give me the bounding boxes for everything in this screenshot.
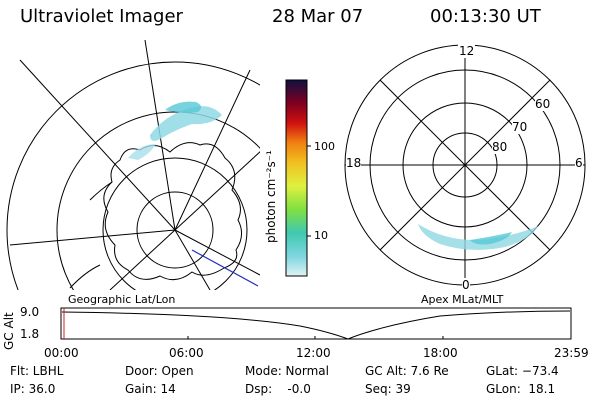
lat-circle [102,157,248,290]
lon-line [174,69,251,231]
mode-info: Mode: Normal [245,364,329,378]
mlt-line [379,79,551,251]
mlt-label-0: 0 [462,278,470,292]
mlt-label-18: 18 [346,156,362,170]
geographic-map [6,40,260,290]
mlt-label-6: 6 [575,156,583,170]
mlat-label-60: 60 [535,97,551,111]
lon-line [19,59,176,231]
gain-info: Gain: 14 [125,382,176,396]
colorbar-tick-10: 10 [314,229,328,242]
aurora-emission [128,101,222,160]
lat-circle [136,191,214,269]
colorbar-tick-100: 100 [314,140,335,153]
altitude-plot-frame [60,307,572,340]
alt-tick-9: 9.0 [20,305,40,319]
mlt-label-12: 12 [458,44,476,58]
observation-date: 28 Mar 07 [272,6,364,27]
glon-info: GLon: 18.1 [486,382,556,396]
time-tick-2359: 23:59 [554,346,589,360]
instrument-title: Ultraviolet Imager [20,6,183,27]
lon-line [109,229,176,290]
lon-line [174,151,260,231]
altitude-curve [61,310,571,340]
glat-info: GLat: −73.4 [486,364,559,378]
alt-tick-1.8: 1.8 [20,327,40,341]
coastline [69,264,101,289]
mlat-label-80: 80 [492,140,508,154]
seq-info: Seq: 39 [365,382,411,396]
lon-line [174,229,211,290]
dsp-info: Dsp: -0.0 [245,382,311,396]
aurora-oval [418,224,538,250]
colorbar-units: photon cm⁻²s⁻¹ [264,150,278,243]
gc-alt-info: GC Alt: 7.6 Re [365,364,449,378]
observation-time: 00:13:30 UT [430,6,541,27]
time-tick-0600: 06:00 [169,346,204,360]
apex-label: Apex MLat/MLT [421,293,504,306]
polar-plot [344,44,586,286]
color-scale [285,79,311,277]
altitude-plot [60,307,572,340]
gc-alt-axis-label: GC Alt [2,312,16,350]
geographic-label: Geographic Lat/Lon [68,293,176,306]
coastline [89,181,113,201]
filter-info: Flt: LBHL [10,364,64,378]
door-info: Door: Open [125,364,194,378]
time-tick-1200: 12:00 [296,346,331,360]
orbit-track [191,249,259,287]
lat-circle [6,61,260,290]
mlat-label-70: 70 [512,120,528,134]
color-bar [285,79,308,277]
coastline [103,142,242,281]
time-tick-0000: 00:00 [44,346,79,360]
time-tick-1800: 18:00 [423,346,458,360]
lat-circle [56,111,260,290]
ip-info: IP: 36.0 [10,382,56,396]
lon-line [174,229,260,276]
lon-line [9,229,176,246]
